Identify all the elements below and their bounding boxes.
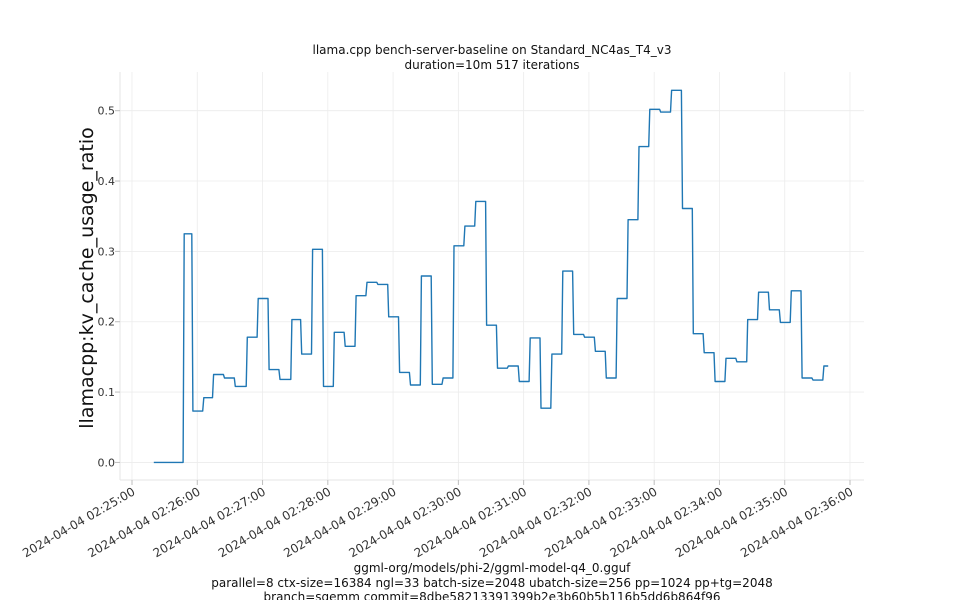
x-tick-label: 2024-04-04 02:30:00 — [346, 484, 463, 560]
y-tick-label: 0.5 — [98, 105, 116, 118]
y-axis-label: llamacpp:kv_cache_usage_ratio — [76, 127, 98, 428]
x-tick-label: 2024-04-04 02:28:00 — [216, 484, 333, 560]
x-tick-label: 2024-04-04 02:27:00 — [151, 484, 268, 560]
x-axis-label-params: parallel=8 ctx-size=16384 ngl=33 batch-s… — [211, 576, 772, 590]
y-tick-label: 0.3 — [98, 245, 116, 258]
x-tick-label: 2024-04-04 02:33:00 — [542, 484, 659, 560]
y-axis-ticks: 0.0 0.1 0.2 0.3 0.4 0.5 — [98, 105, 120, 469]
chart-title: llama.cpp bench-server-baseline on Stand… — [313, 43, 672, 57]
x-tick-label: 2024-04-04 02:26:00 — [85, 484, 202, 560]
y-tick-label: 0.4 — [98, 175, 116, 188]
x-tick-label: 2024-04-04 02:29:00 — [281, 484, 398, 560]
x-tick-label: 2024-04-04 02:35:00 — [673, 484, 790, 560]
gridlines — [120, 72, 864, 480]
y-tick-label: 0.1 — [98, 386, 116, 399]
x-tick-label: 2024-04-04 02:36:00 — [738, 484, 855, 560]
x-tick-label: 2024-04-04 02:32:00 — [477, 484, 594, 560]
series-line-kv-cache-usage-ratio — [153, 89, 829, 464]
x-axis-label-branch: branch=sgemm commit=8dbe58213391399b2e3b… — [264, 590, 721, 600]
y-tick-label: 0.0 — [98, 456, 116, 469]
y-tick-label: 0.2 — [98, 316, 116, 329]
x-axis-label-model: ggml-org/models/phi-2/ggml-model-q4_0.gg… — [354, 561, 632, 575]
x-tick-label: 2024-04-04 02:34:00 — [608, 484, 725, 560]
x-tick-label: 2024-04-04 02:31:00 — [412, 484, 529, 560]
chart-subtitle: duration=10m 517 iterations — [405, 58, 580, 72]
x-tick-label: 2024-04-04 02:25:00 — [20, 484, 137, 560]
